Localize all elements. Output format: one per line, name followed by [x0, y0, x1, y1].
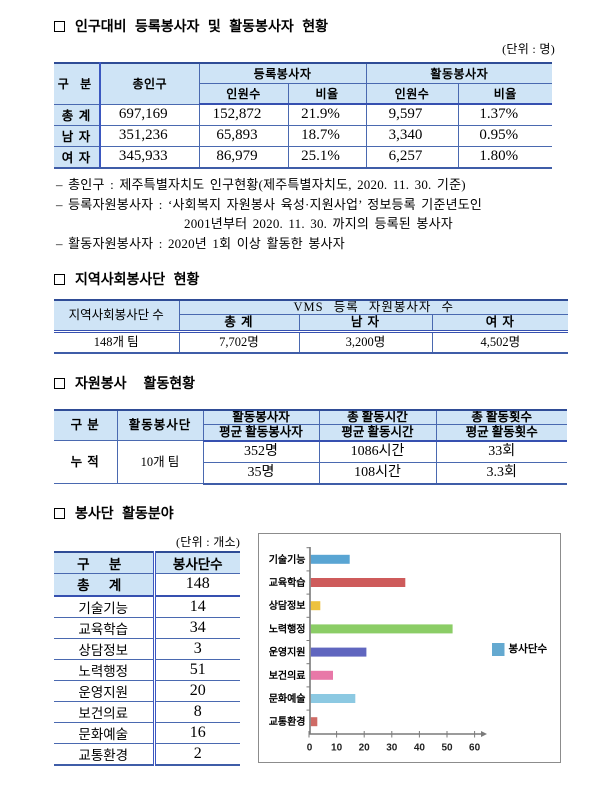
svg-text:운영지원: 운영지원 [269, 646, 306, 659]
svg-text:0: 0 [307, 742, 313, 753]
svg-text:30: 30 [386, 742, 398, 753]
svg-text:기술기능: 기술기능 [269, 553, 306, 566]
svg-text:노력행정: 노력행정 [269, 622, 306, 635]
svg-text:50: 50 [441, 742, 453, 753]
svg-text:문화예술: 문화예술 [269, 692, 306, 705]
svg-text:상담정보: 상담정보 [269, 599, 306, 612]
svg-text:봉사단수: 봉사단수 [509, 642, 548, 655]
svg-text:60: 60 [469, 742, 481, 753]
svg-text:40: 40 [414, 742, 426, 753]
svg-text:보건의료: 보건의료 [269, 669, 306, 682]
svg-text:교통환경: 교통환경 [269, 715, 306, 728]
svg-text:10: 10 [331, 742, 343, 753]
svg-text:20: 20 [359, 742, 371, 753]
svg-text:교육학습: 교육학습 [269, 576, 306, 589]
